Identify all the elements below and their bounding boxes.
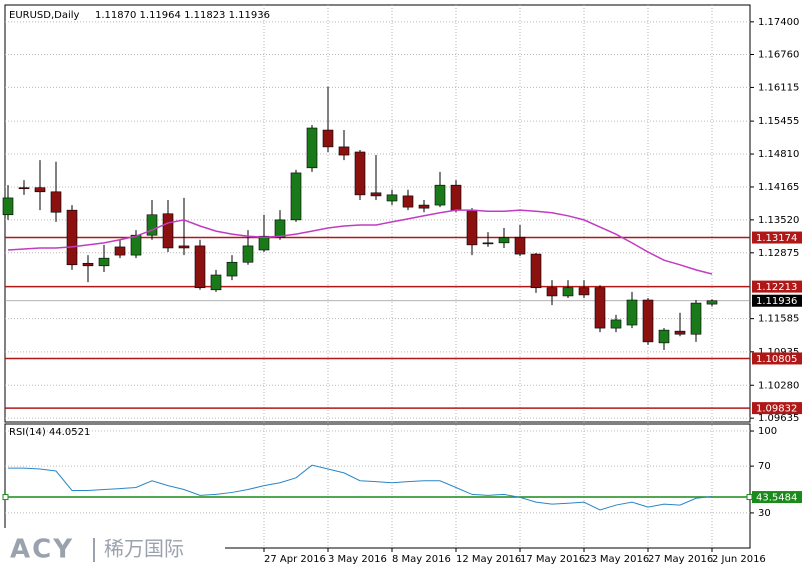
candle-body [706,300,718,305]
y-tick-label: 30 [758,508,771,519]
candle-body [594,287,606,329]
candle-body [178,245,190,249]
x-tick-label: 8 May 2016 [392,554,451,565]
candle-body [530,253,542,289]
y-tick-label: 1.09635 [758,413,799,424]
candle-body [418,204,430,209]
candle-body [482,242,494,245]
candle-body [18,187,30,190]
candle-body [242,245,254,263]
y-tick-label: 1.14810 [758,149,799,160]
y-tick-label: 1.13520 [758,215,799,226]
x-tick-label: 2 Jun 2016 [712,554,766,565]
watermark-brand: ACY [10,535,74,565]
x-tick-label: 23 May 2016 [584,554,649,565]
level-box [752,402,802,415]
candle-body [626,299,638,326]
level-label: 1.13174 [756,233,797,244]
rsi-level-box [752,491,802,504]
moving-average [7,209,713,275]
x-tick-label: 27 Apr 2016 [264,554,326,565]
rsi-level-label: 43.5484 [756,493,797,504]
candle-body [82,262,94,267]
y-tick-label: 1.14165 [758,182,799,193]
y-tick-label: 1.17400 [758,17,799,28]
candle-body [194,245,206,289]
candle-body [642,299,654,343]
candle-body [690,302,702,335]
candle-body [578,287,590,296]
level-box [752,280,802,293]
candle-body [306,127,318,169]
candle-body [466,209,478,246]
candle-body [402,195,414,208]
candle-body [658,329,670,344]
current-price-label: 1.11936 [756,296,797,307]
candle-body [114,246,126,256]
y-tick-label: 70 [758,461,771,472]
rsi-panel [4,423,751,549]
candle-body [258,235,270,251]
y-tick-label: 1.16760 [758,50,799,61]
y-tick-label: 1.12875 [758,248,799,259]
x-tick-label: 27 May 2016 [648,554,713,565]
header-prices: 1.11870 1.11964 1.11823 1.11936 [95,10,270,21]
y-tick-label: 1.10280 [758,380,799,391]
watermark-chinese: 稀万国际 [104,537,184,561]
candle-body [130,234,142,256]
y-tick-label: 1.11585 [758,314,799,325]
candle-body [162,213,174,249]
candle-body [674,330,686,335]
candle-body [146,214,158,236]
candle-body [66,209,78,266]
current-price-box [752,294,802,307]
rsi-level-handle [746,494,753,501]
x-tick-label: 12 May 2016 [456,554,521,565]
y-tick-label: 1.15455 [758,116,799,127]
candle-body [610,319,622,329]
level-label: 1.12213 [756,282,797,293]
candle-body [562,287,574,297]
x-tick-label: 3 May 2016 [328,554,387,565]
level-box [752,352,802,365]
candle-body [354,151,366,196]
candle-body [386,194,398,202]
candle-body [34,187,46,193]
candle-body [322,129,334,148]
candle-body [210,274,222,291]
watermark-bg [0,528,225,573]
rsi-title: RSI(14) 44.0521 [9,427,90,438]
candle-body [434,184,446,206]
level-label: 1.09832 [756,404,797,415]
candle-body [98,257,110,267]
y-tick-label: 1.16115 [758,82,799,93]
y-tick-label: 100 [758,426,777,437]
level-box [752,231,802,244]
chart-title: EURUSD,Daily [9,10,80,21]
candle-body [338,146,350,156]
y-tick-label: 1.10935 [758,347,799,358]
candle-body [514,236,526,255]
candle-body [274,219,286,238]
candle-body [2,197,14,216]
candle-body [370,192,382,197]
plot-layer: 1.17400 1.16760 1.16115 1.15455 1.14810 1.141… [2,5,802,565]
candle-body [290,172,302,221]
rsi-level-handle [2,494,9,501]
level-label: 1.10805 [756,354,797,365]
candle-body [546,287,558,297]
candle-body [450,184,462,211]
candle-body [226,261,238,277]
rsi-line [8,464,713,511]
x-tick-label: 17 May 2016 [520,554,585,565]
candle-body [50,191,62,213]
candle-body [498,237,510,244]
